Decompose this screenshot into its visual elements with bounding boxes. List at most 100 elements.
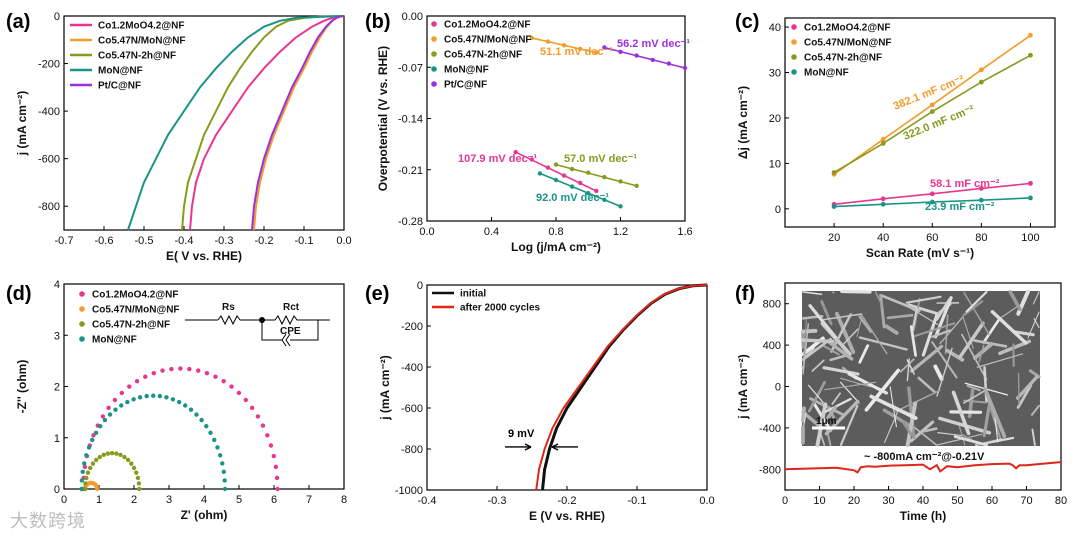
sem-texture-strand [856, 319, 862, 338]
nyquist-point [178, 366, 183, 371]
data-point [577, 46, 583, 52]
x-tick-label: -0.7 [55, 235, 74, 247]
sem-texture-strand [917, 376, 937, 394]
legend-marker [791, 24, 797, 30]
nyquist-point [107, 412, 113, 417]
data-point [880, 136, 886, 142]
y-tick-label: 0 [54, 484, 60, 496]
sem-texture-strand [909, 325, 918, 357]
data-point [929, 199, 935, 205]
circuit-label-rct: Rct [283, 302, 300, 313]
sem-texture-strand [1032, 291, 1040, 305]
nyquist-point [105, 451, 111, 456]
nyquist-point [125, 399, 130, 405]
y-tick-label: 0.00 [402, 11, 423, 23]
x-tick-label: 70 [1020, 495, 1032, 507]
nyquist-point [151, 370, 156, 376]
legend-marker [431, 36, 437, 42]
data-point [553, 177, 559, 183]
data-point [666, 61, 672, 66]
data-point [553, 162, 559, 167]
sem-texture-strand [1013, 330, 1035, 337]
legend-marker [431, 21, 437, 27]
sem-texture-strand [820, 300, 833, 326]
sem-texture-strand [931, 329, 952, 338]
legend-entry: Co5.47N-2h@NF [92, 320, 170, 331]
legend-entry: Co1.2MoO4.2@NF [444, 20, 530, 31]
x-axis-label: Z' (ohm) [181, 508, 228, 522]
nyquist-point [79, 478, 85, 483]
sem-texture-strand [840, 377, 872, 388]
y-tick-label: -600 [38, 154, 60, 166]
y-tick-label: -0.14 [398, 114, 423, 126]
data-point [650, 57, 655, 63]
x-tick-label: -0.3 [488, 495, 507, 507]
x-axis-label: Scan Rate (mV s⁻¹) [866, 246, 974, 260]
sem-texture-strand [899, 358, 915, 373]
slope-annotation: 92.0 mV dec⁻¹ [536, 192, 609, 204]
series-line [181, 15, 345, 231]
slope-annotation: 57.0 mV dec⁻¹ [564, 153, 637, 165]
data-point [978, 79, 984, 85]
sem-texture-strand [886, 313, 914, 320]
y-tick-label: -800 [38, 201, 60, 213]
sem-image-inset [800, 289, 1041, 447]
legend-marker [791, 69, 797, 75]
sem-texture-strand [807, 380, 826, 413]
sem-texture-strand [858, 315, 873, 334]
nyquist-point [208, 430, 213, 435]
data-point [577, 180, 583, 186]
y-tick-label: 2 [54, 382, 60, 394]
nyquist-point [113, 407, 118, 412]
sem-texture-strand [903, 303, 939, 326]
legend-marker [431, 66, 437, 72]
sem-texture-strand [958, 321, 985, 359]
data-point [978, 67, 984, 73]
legend-entry: initial [460, 289, 486, 300]
sem-texture-strand [939, 316, 964, 345]
data-point [634, 183, 639, 189]
circuit-label-rs: Rs [222, 302, 235, 313]
y-tick-label: -400 [401, 362, 423, 374]
panel-label: (e) [365, 283, 389, 305]
sem-texture-strand [820, 433, 826, 446]
watermark: 大数跨境 [10, 511, 86, 532]
sem-texture-strand [983, 387, 1007, 439]
fit-line [604, 46, 686, 69]
sem-texture-strand [815, 402, 828, 447]
y-tick-label: -1000 [395, 485, 423, 497]
legend-entry: Co1.2MoO4.2@NF [804, 23, 890, 34]
y-tick-label: 3 [54, 330, 60, 342]
nyquist-point [135, 475, 141, 481]
x-tick-label: 1 [96, 494, 102, 506]
nyquist-point [196, 368, 201, 373]
nyquist-point [187, 366, 192, 372]
legend-entry: MoN@NF [804, 68, 849, 79]
y-tick-label: 0 [417, 280, 423, 292]
shift-annotation: 9 mV [508, 428, 535, 440]
nyquist-point [275, 486, 280, 492]
nyquist-point [271, 453, 276, 459]
sem-texture-strand [911, 307, 919, 332]
sem-texture-strand [801, 328, 818, 334]
x-tick-label: 5 [236, 494, 242, 506]
legend-entry: Co5.47N/MoN@NF [804, 38, 892, 49]
sem-texture-strand [1027, 311, 1040, 339]
circuit-label-cpe: CPE [280, 326, 301, 337]
sem-texture-strand [1030, 404, 1041, 416]
nyquist-point [176, 399, 182, 405]
y-axis-label: Δj (mA cm⁻²) [736, 86, 750, 159]
sem-texture-strand [934, 296, 953, 339]
nyquist-point [79, 486, 84, 492]
y-tick-label: -400 [38, 106, 60, 118]
sem-texture-strand [990, 310, 1028, 345]
nyquist-point [131, 465, 137, 471]
stability-annotation: ~ -800mA cm⁻²@-0.21V [864, 451, 985, 463]
nyquist-point [125, 457, 131, 463]
series-line [127, 15, 345, 231]
x-tick-label: 6 [271, 494, 277, 506]
y-tick-label: 1 [54, 433, 60, 445]
nyquist-point [106, 405, 111, 411]
sem-texture-strand [827, 340, 854, 361]
legend-marker [431, 81, 437, 87]
